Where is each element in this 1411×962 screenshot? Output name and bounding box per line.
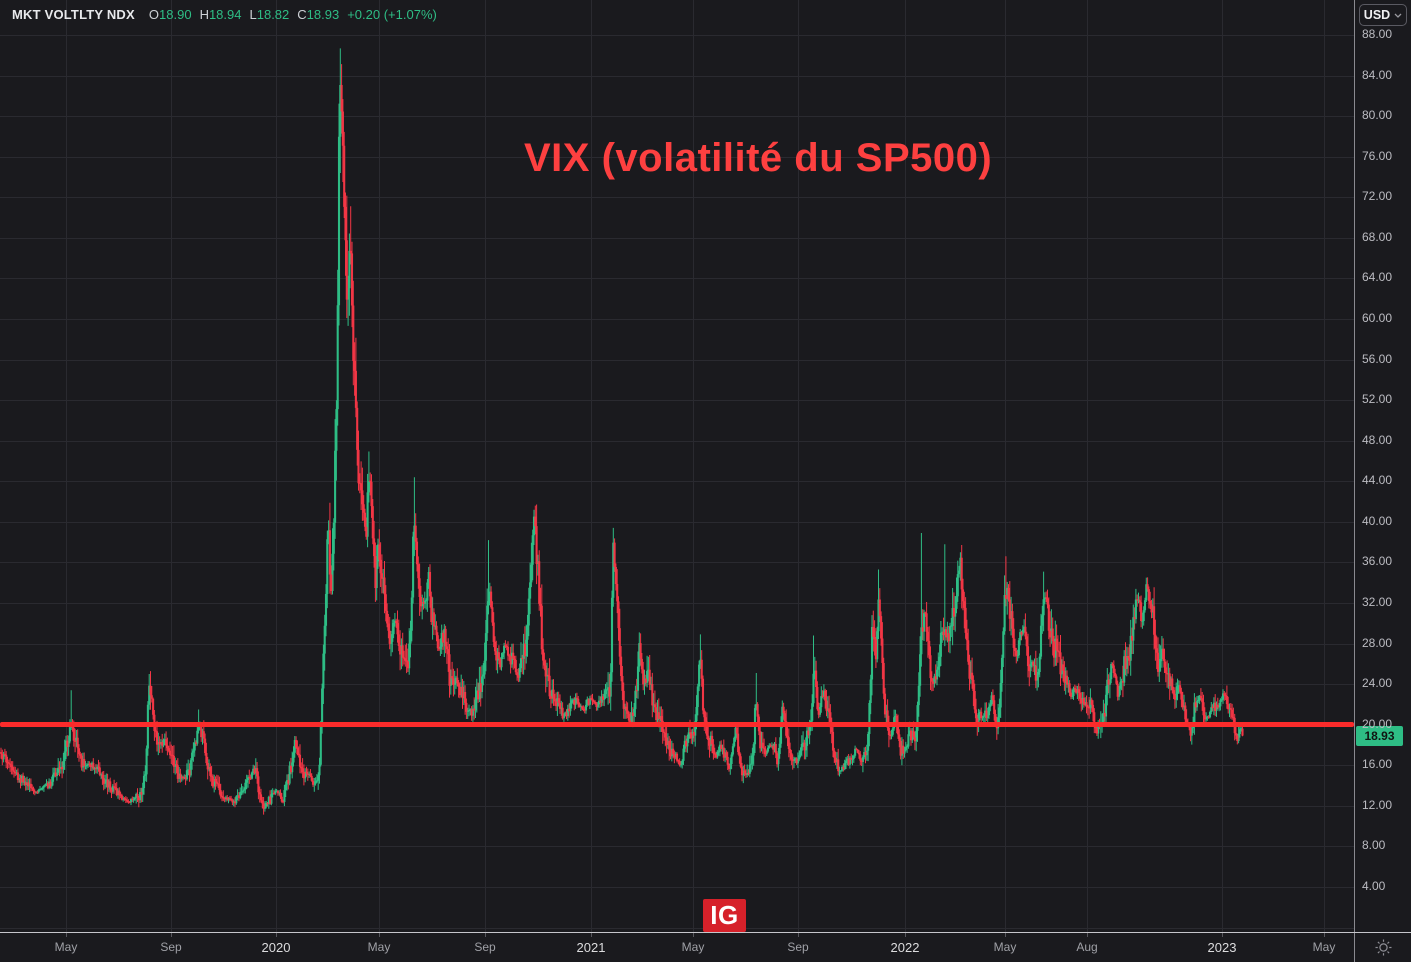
time-tick-mark xyxy=(905,933,906,937)
time-tick-label: May xyxy=(681,940,705,954)
price-tick-label: 56.00 xyxy=(1362,351,1393,366)
price-tick-label: 24.00 xyxy=(1362,676,1393,691)
price-axis[interactable]: 18.93 88.00 84.00 80.00 76.00 72.00 68.00 64.0… xyxy=(1355,0,1411,933)
time-tick-label: Sep xyxy=(160,940,182,954)
high-value: H 18.94 xyxy=(199,7,242,22)
currency-selector-button[interactable]: USD xyxy=(1359,4,1407,26)
axis-settings-button[interactable] xyxy=(1355,933,1411,962)
time-tick-mark xyxy=(693,933,694,937)
display-settings-icon xyxy=(1375,939,1391,956)
time-tick-label: 2022 xyxy=(890,940,920,955)
candlestick-chart-canvas[interactable]: MKT VOLTLTY NDX O 18.90 H 18.94 L 18.82 C 18… xyxy=(0,0,1355,933)
price-tick-label: 84.00 xyxy=(1362,67,1393,82)
time-tick-label: 2020 xyxy=(261,940,291,955)
time-tick-label: Aug xyxy=(1076,940,1098,954)
time-tick-mark xyxy=(1222,933,1223,937)
time-tick-mark xyxy=(798,933,799,937)
time-tick-mark xyxy=(1087,933,1088,937)
time-tick-label: May xyxy=(993,940,1017,954)
time-tick-mark xyxy=(276,933,277,937)
time-axis[interactable]: May Sep 2020 May Sep 2021 May Sep 2022 May Aug 2023… xyxy=(0,933,1355,962)
time-tick-label: May xyxy=(54,940,78,954)
price-tick-label: 80.00 xyxy=(1362,108,1393,123)
time-tick-label: Sep xyxy=(474,940,496,954)
price-tick-label: 20.00 xyxy=(1362,716,1393,731)
time-tick-mark xyxy=(1324,933,1325,937)
last-price-badge: 18.93 xyxy=(1356,725,1403,746)
price-tick-label: 64.00 xyxy=(1362,270,1393,285)
instrument-ticker: MKT VOLTLTY NDX O 18.90 H 18.94 L 18.82 C 18… xyxy=(12,7,437,22)
price-tick-label: 44.00 xyxy=(1362,473,1393,488)
price-tick-label: 36.00 xyxy=(1362,554,1393,569)
price-tick-label: 4.00 xyxy=(1362,879,1386,893)
chevron-down-icon xyxy=(1394,13,1402,18)
price-tick-label: 40.00 xyxy=(1362,513,1393,528)
price-tick-label: 16.00 xyxy=(1362,757,1393,772)
time-tick-label: May xyxy=(367,940,391,954)
ig-watermark-logo: IG xyxy=(703,899,746,932)
instrument-name: MKT VOLTLTY NDX xyxy=(12,7,135,22)
low-value: L 18.82 xyxy=(249,7,290,22)
chart-annotation-title[interactable]: VIX (volatilité du SP500) xyxy=(524,136,993,180)
time-tick-mark xyxy=(66,933,67,937)
time-tick-mark xyxy=(591,933,592,937)
price-tick-label: 12.00 xyxy=(1362,797,1393,812)
price-tick-label: 52.00 xyxy=(1362,392,1393,407)
price-tick-label: 72.00 xyxy=(1362,189,1393,204)
time-tick-mark xyxy=(485,933,486,937)
currency-label: USD xyxy=(1363,8,1391,22)
horizontal-trendline[interactable] xyxy=(0,722,1354,728)
time-tick-mark xyxy=(171,933,172,937)
price-tick-label: 8.00 xyxy=(1362,838,1386,853)
price-tick-label: 48.00 xyxy=(1362,432,1393,447)
price-tick-label: 76.00 xyxy=(1362,148,1393,163)
time-tick-mark xyxy=(379,933,380,937)
time-tick-label: May xyxy=(1312,940,1336,954)
time-tick-label: 2023 xyxy=(1207,940,1237,955)
price-tick-label: 68.00 xyxy=(1362,229,1393,244)
change-value: +0.20 (+1.07%) xyxy=(347,7,437,22)
open-value: O 18.90 xyxy=(148,7,192,22)
axis-vertical-separator xyxy=(1354,0,1355,962)
price-tick-label: 32.00 xyxy=(1362,595,1393,609)
price-tick-label: 88.00 xyxy=(1362,27,1393,41)
price-tick-label: 60.00 xyxy=(1362,311,1393,325)
time-tick-mark xyxy=(1005,933,1006,937)
price-tick-label: 28.00 xyxy=(1362,635,1393,650)
time-tick-label: Sep xyxy=(787,940,809,954)
close-value: C 18.93 xyxy=(297,7,340,22)
axis-horizontal-separator xyxy=(0,932,1411,933)
time-tick-label: 2021 xyxy=(576,940,606,955)
